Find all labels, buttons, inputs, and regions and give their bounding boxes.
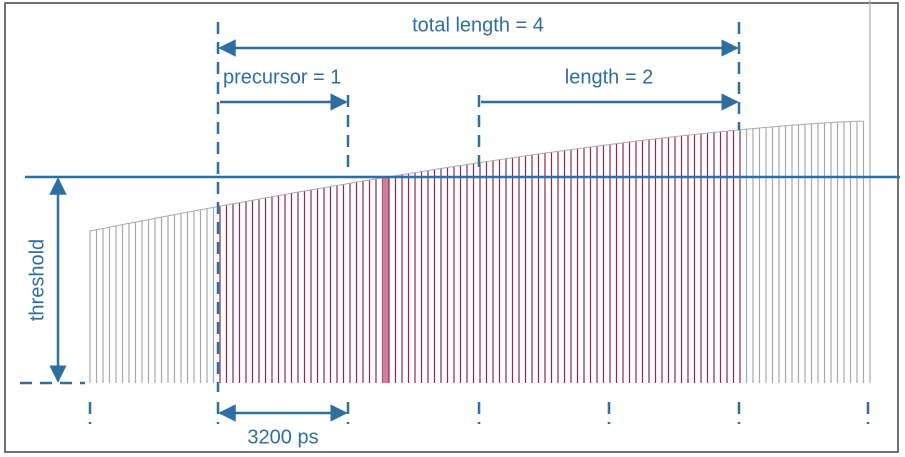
label: threshold [26, 239, 48, 321]
label: total length = 4 [412, 14, 544, 36]
ticks [88, 402, 870, 424]
highlight [382, 176, 389, 383]
label: 3200 ps [247, 426, 318, 448]
label: length = 2 [565, 66, 653, 88]
samples [89, 0, 871, 383]
label: precursor = 1 [223, 66, 341, 88]
frame [4, 2, 899, 453]
